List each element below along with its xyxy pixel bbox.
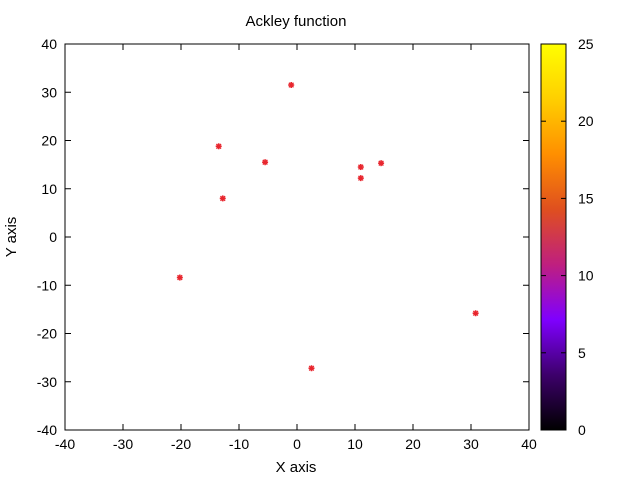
chart-title: Ackley function: [246, 13, 347, 30]
y-axis: -40 -30 -20 -10 0 10 20 30 40: [37, 36, 529, 438]
x-axis: -40 -30 -20 -10 0 10 20 30 40: [55, 44, 537, 452]
colorbar-tick-label: 5: [578, 345, 586, 361]
x-tick-label: 10: [347, 436, 363, 452]
x-tick-label: -20: [171, 436, 191, 452]
x-tick-label: -30: [113, 436, 133, 452]
x-tick-label: 30: [463, 436, 479, 452]
plot-area: [64, 43, 530, 431]
x-tick-label: 40: [521, 436, 537, 452]
data-point: [472, 310, 479, 317]
x-tick-label: 0: [293, 436, 301, 452]
y-tick-label: -40: [37, 422, 57, 438]
colorbar-gradient: [540, 43, 567, 431]
data-point: [357, 175, 364, 182]
y-tick-label: 20: [41, 133, 57, 149]
data-point: [176, 274, 183, 281]
data-points: [176, 82, 479, 372]
colorbar-tick-label: 20: [578, 113, 594, 129]
x-tick-label: 20: [405, 436, 421, 452]
data-point: [288, 82, 295, 89]
x-tick-label: -40: [55, 436, 75, 452]
data-point: [357, 164, 364, 171]
data-point: [219, 195, 226, 202]
y-tick-label: -10: [37, 277, 57, 293]
y-tick-label: -20: [37, 326, 57, 342]
y-tick-label: 30: [41, 84, 57, 100]
colorbar: 0 5 10 15 20 25: [540, 36, 594, 438]
y-tick-label: -30: [37, 374, 57, 390]
y-tick-label: 40: [41, 36, 57, 52]
colorbar-tick-label: 10: [578, 268, 594, 284]
y-tick-label: 0: [49, 229, 57, 245]
plot-border: [64, 43, 530, 431]
y-tick-label: 10: [41, 181, 57, 197]
x-tick-label: -10: [229, 436, 249, 452]
y-axis-title: Y axis: [3, 217, 20, 258]
data-point: [215, 143, 222, 150]
data-point: [308, 365, 315, 372]
colorbar-tick-label: 15: [578, 190, 594, 206]
colorbar-tick-label: 0: [578, 422, 586, 438]
data-point: [378, 160, 385, 167]
x-axis-title: X axis: [276, 459, 317, 476]
colorbar-tick-label: 25: [578, 36, 594, 52]
data-point: [262, 159, 269, 166]
